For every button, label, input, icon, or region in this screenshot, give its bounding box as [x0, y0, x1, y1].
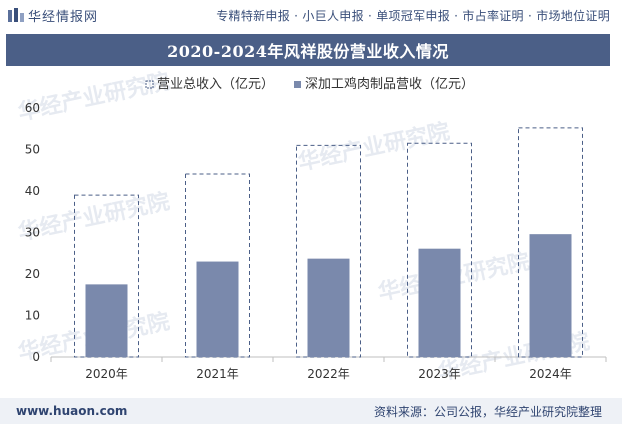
- bar-deep-processing-revenue: [418, 248, 461, 357]
- top-bar: 华经情报网 专精特新申报 · 小巨人申报 · 单项冠军申报 · 市占率证明 · …: [0, 0, 622, 30]
- y-tick-label: 40: [25, 184, 40, 198]
- legend-swatch-total: [145, 80, 154, 89]
- footer-url[interactable]: www.huaon.com: [16, 404, 128, 418]
- y-tick-label: 10: [25, 309, 40, 323]
- service-tags: 专精特新申报 · 小巨人申报 · 单项冠军申报 · 市占率证明 · 市场地位证明: [216, 8, 610, 23]
- brand-logo-icon: [8, 8, 24, 22]
- x-tick-label: 2020年: [85, 367, 128, 381]
- bar-total-revenue: [296, 144, 361, 358]
- bar-deep-processing-revenue: [85, 284, 128, 357]
- x-tick-label: 2021年: [196, 367, 239, 381]
- y-tick-label: 0: [32, 350, 40, 364]
- bar-deep-processing-revenue: [307, 258, 350, 357]
- y-tick-label: 60: [25, 101, 40, 115]
- x-tick-label: 2022年: [307, 367, 350, 381]
- y-tick-label: 20: [25, 267, 40, 281]
- watermark-text: 华经产业研究院: [16, 68, 172, 125]
- chart-title: 2020-2024年风祥股份营业收入情况: [6, 34, 610, 66]
- y-tick-label: 30: [25, 226, 40, 240]
- brand[interactable]: 华经情报网: [8, 6, 98, 25]
- bar-total-revenue: [74, 194, 139, 358]
- bar-total-revenue: [185, 173, 250, 358]
- legend-label-total: 营业总收入（亿元）: [157, 77, 274, 92]
- y-tick-label: 50: [25, 143, 40, 157]
- bar-deep-processing-revenue: [529, 234, 572, 357]
- footer: www.huaon.com 资料来源：公司公报，华经产业研究院整理: [0, 398, 622, 424]
- x-tick-label: 2023年: [418, 367, 461, 381]
- legend-label-deep-processing: 深加工鸡肉制品营收（亿元）: [305, 76, 474, 92]
- legend-swatch-deep-processing: [294, 81, 301, 88]
- bar-deep-processing-revenue: [196, 261, 239, 357]
- watermark-text: 华经产业研究院: [296, 118, 452, 175]
- footer-source: 资料来源：公司公报，华经产业研究院整理: [373, 404, 602, 419]
- brand-name: 华经情报网: [28, 9, 99, 25]
- x-tick-label: 2024年: [529, 367, 572, 381]
